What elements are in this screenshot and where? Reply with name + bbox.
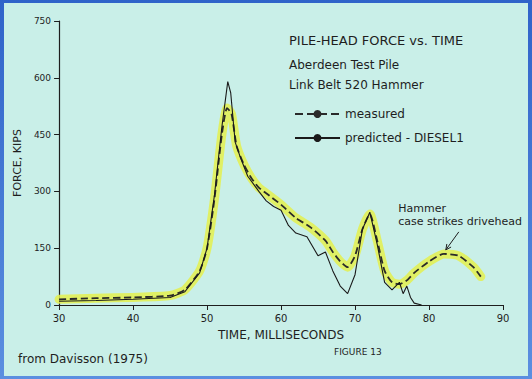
svg-text:FORCE, KIPS: FORCE, KIPS — [11, 129, 24, 197]
svg-text:TIME, MILLISECONDS: TIME, MILLISECONDS — [217, 328, 344, 342]
svg-text:FIGURE 13: FIGURE 13 — [334, 347, 382, 357]
svg-text:PILE-HEAD FORCE vs. TIME: PILE-HEAD FORCE vs. TIME — [289, 33, 463, 48]
svg-text:0: 0 — [45, 300, 51, 310]
svg-text:case strikes drivehead: case strikes drivehead — [398, 215, 522, 228]
svg-text:300: 300 — [34, 186, 51, 196]
svg-text:750: 750 — [34, 16, 51, 26]
svg-text:from Davisson (1975): from Davisson (1975) — [18, 352, 148, 366]
svg-text:90: 90 — [497, 313, 510, 324]
svg-text:40: 40 — [127, 313, 140, 324]
svg-text:70: 70 — [349, 313, 362, 324]
svg-text:measured: measured — [345, 107, 405, 121]
svg-text:150: 150 — [34, 243, 51, 253]
svg-text:60: 60 — [275, 313, 288, 324]
svg-text:predicted - DIESEL1: predicted - DIESEL1 — [345, 131, 464, 145]
svg-text:600: 600 — [34, 73, 51, 83]
svg-text:Hammer: Hammer — [398, 202, 446, 215]
svg-text:450: 450 — [34, 130, 51, 140]
svg-text:Link Belt 520 Hammer: Link Belt 520 Hammer — [289, 78, 424, 92]
svg-text:50: 50 — [201, 313, 214, 324]
svg-text:30: 30 — [53, 313, 66, 324]
svg-text:Aberdeen Test Pile: Aberdeen Test Pile — [289, 58, 399, 72]
svg-text:80: 80 — [423, 313, 436, 324]
